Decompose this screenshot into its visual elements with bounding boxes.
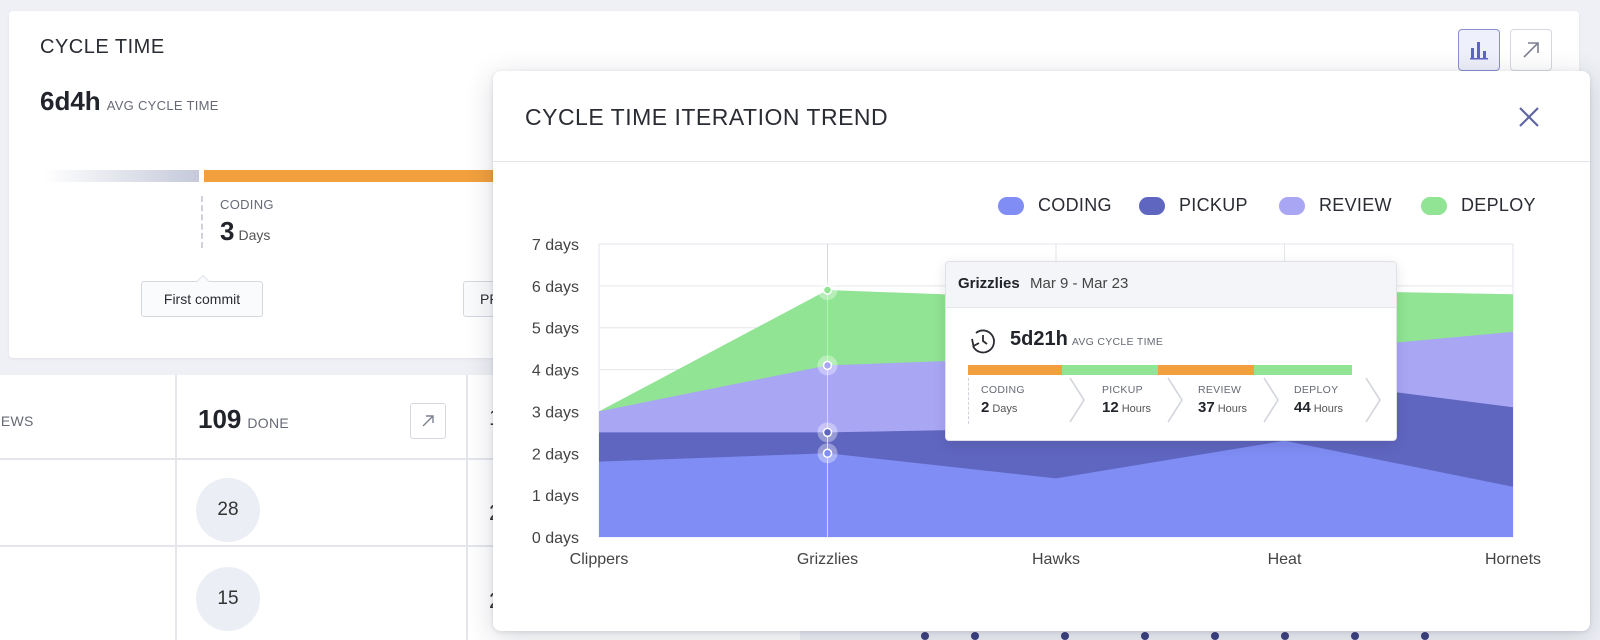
legend-swatch <box>1139 196 1165 215</box>
stage-bar-pickup <box>1062 365 1158 375</box>
stage-unit: Hours <box>1217 403 1248 415</box>
stage-bar-deploy <box>1254 365 1352 375</box>
done-value: 109 <box>198 404 242 434</box>
done-metric: 109 DONE <box>198 404 289 435</box>
legend-swatch <box>1421 196 1447 215</box>
stage-value: 2 <box>981 399 990 416</box>
stage-bar-review <box>1158 365 1254 375</box>
count-badge: 28 <box>196 478 260 542</box>
chevron-right-icon <box>1263 377 1279 423</box>
x-tick-label: Heat <box>1268 551 1302 568</box>
coding-label: CODING <box>220 197 274 212</box>
legend-label: REVIEW <box>1319 195 1392 215</box>
stage-unit: Hours <box>1121 403 1152 415</box>
chevron-right-icon <box>1167 377 1183 423</box>
stage-label: REVIEW <box>1198 384 1242 396</box>
column-divider <box>466 375 468 640</box>
coding-unit: Days <box>238 227 271 243</box>
y-tick-label: 6 days <box>532 279 579 296</box>
count-badge: 15 <box>196 567 260 631</box>
first-commit-tag[interactable]: First commit <box>141 275 263 317</box>
modal-divider <box>493 161 1590 162</box>
legend-item-coding[interactable]: CODING <box>998 195 1112 216</box>
avg-value: 6d4h <box>40 86 101 116</box>
stage-label: DEPLOY <box>1294 384 1339 396</box>
data-point-pickup <box>822 427 833 438</box>
y-tick-label: 2 days <box>532 446 579 463</box>
stage-pickup: PICKUP 12 Hours <box>1102 384 1151 417</box>
legend-swatch <box>998 196 1024 215</box>
data-point-deploy <box>822 285 833 295</box>
stage-value: 44 <box>1294 399 1311 416</box>
chart-tooltip: Grizzlies Mar 9 - Mar 23 5d21h AVG CYCLE … <box>945 261 1397 441</box>
tooltip-range: Mar 9 - Mar 23 <box>1030 275 1129 292</box>
stage-unit: Days <box>992 403 1018 415</box>
coding-marker <box>201 196 203 248</box>
y-tick-label: 5 days <box>532 321 579 338</box>
card-title: CYCLE TIME <box>40 36 165 58</box>
legend-item-pickup[interactable]: PICKUP <box>1139 195 1248 216</box>
stage-value: 12 <box>1102 399 1119 416</box>
legend-label: PICKUP <box>1179 195 1248 215</box>
close-icon <box>1519 107 1539 127</box>
tooltip-avg-value: 5d21h <box>1010 328 1068 350</box>
stage-bar-coding <box>968 365 1062 375</box>
done-label: DONE <box>247 415 290 431</box>
legend-label: CODING <box>1038 195 1112 215</box>
bar-chart-icon <box>1470 42 1488 60</box>
iteration-trend-modal: CYCLE TIME ITERATION TREND CODING PICKUP… <box>493 71 1590 631</box>
avg-cycle-time: 6d4h AVG CYCLE TIME <box>40 86 219 117</box>
expand-button[interactable] <box>1510 29 1552 71</box>
background-chart-fragment <box>921 632 1429 640</box>
x-tick-label: Hornets <box>1485 551 1541 568</box>
close-button[interactable] <box>1513 101 1545 133</box>
data-point-coding <box>822 448 833 459</box>
tooltip-header: Grizzlies Mar 9 - Mar 23 <box>946 262 1396 308</box>
avg-label: AVG CYCLE TIME <box>106 98 219 113</box>
x-tick-label: Grizzlies <box>797 551 858 568</box>
tooltip-avg: 5d21h AVG CYCLE TIME <box>1010 328 1163 351</box>
stage-review: REVIEW 37 Hours <box>1198 384 1247 417</box>
timeline-bar-coding <box>204 170 504 182</box>
y-tick-label: 4 days <box>532 363 579 380</box>
legend-label: DEPLOY <box>1461 195 1536 215</box>
stage-value: 37 <box>1198 399 1215 416</box>
stage-coding: CODING 2 Days <box>981 384 1025 417</box>
y-tick-label: 1 days <box>532 488 579 505</box>
stage-deploy: DEPLOY 44 Hours <box>1294 384 1343 417</box>
done-expand-button[interactable] <box>410 403 446 439</box>
modal-title: CYCLE TIME ITERATION TREND <box>525 104 889 130</box>
arrow-up-right-icon <box>422 415 434 427</box>
clock-icon <box>971 329 995 354</box>
y-tick-label: 3 days <box>532 404 579 421</box>
tooltip-avg-label: AVG CYCLE TIME <box>1071 336 1164 348</box>
tooltip-team: Grizzlies <box>958 275 1020 292</box>
y-tick-label: 7 days <box>532 237 579 254</box>
column-divider <box>175 375 177 640</box>
coding-value: 3 Days <box>220 216 270 247</box>
legend-item-deploy[interactable]: DEPLOY <box>1421 195 1536 216</box>
timeline-bar-start <box>44 170 199 182</box>
coding-days: 3 <box>220 216 235 246</box>
row-divider <box>0 458 800 460</box>
legend-item-review[interactable]: REVIEW <box>1279 195 1392 216</box>
x-tick-label: Hawks <box>1032 551 1080 568</box>
y-tick-label: 0 days <box>532 530 579 547</box>
chart-view-button[interactable] <box>1458 29 1500 71</box>
chevron-right-icon <box>1365 377 1381 423</box>
legend-swatch <box>1279 196 1305 215</box>
stage-unit: Hours <box>1313 403 1344 415</box>
data-point-review <box>822 360 833 371</box>
stage-label: CODING <box>981 384 1025 396</box>
chevron-right-icon <box>1069 377 1085 423</box>
x-tick-label: Clippers <box>570 551 629 568</box>
arrow-up-right-icon <box>1523 42 1539 58</box>
stage-start-marker <box>968 378 969 424</box>
row-divider <box>0 545 800 547</box>
stage-label: PICKUP <box>1102 384 1143 396</box>
views-label: VIEWS <box>0 413 34 429</box>
